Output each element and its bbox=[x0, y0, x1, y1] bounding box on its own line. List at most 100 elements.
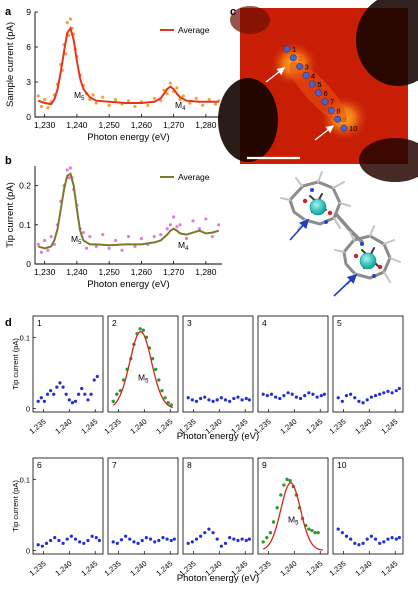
point-d-9-1 bbox=[265, 535, 269, 540]
point-d-8-1 bbox=[190, 540, 194, 544]
subplot-label-7: 7 bbox=[112, 460, 117, 470]
point-a-13 bbox=[68, 17, 73, 21]
point-d-6-12 bbox=[86, 538, 90, 543]
point-b-4 bbox=[49, 234, 53, 239]
point-a-38 bbox=[175, 86, 179, 90]
point-b-9 bbox=[65, 168, 69, 172]
ylabel-a: Sample current (pA) bbox=[5, 22, 16, 107]
subplot-10: 10 1,235 1,240 1,245 bbox=[328, 457, 404, 578]
point-d-9-2 bbox=[268, 530, 273, 535]
xtick-label-d-1-2: 1,245 bbox=[79, 417, 99, 436]
point-d-8-5 bbox=[207, 527, 211, 531]
subplot-label-9: 9 bbox=[262, 460, 267, 470]
point-d-6-7 bbox=[65, 537, 69, 541]
point-d-2-9 bbox=[141, 328, 145, 332]
subplot-3: 31,235 1,240 1,245 bbox=[178, 315, 254, 436]
point-d-8-14 bbox=[244, 538, 248, 543]
point-d-9-4 bbox=[275, 506, 279, 510]
point-d-3-2 bbox=[194, 399, 199, 403]
point-b-16 bbox=[81, 231, 85, 235]
point-d-2-16 bbox=[163, 396, 167, 400]
point-d-1-13 bbox=[77, 392, 81, 396]
point-d-2-18 bbox=[169, 403, 173, 407]
average-line-b bbox=[37, 172, 220, 250]
point-a-32 bbox=[152, 96, 156, 100]
molecule-model bbox=[280, 171, 401, 297]
fit-line-2 bbox=[112, 331, 173, 409]
stm-dot-5 bbox=[308, 80, 316, 88]
point-d-10-11 bbox=[382, 540, 386, 544]
point-d-3-0 bbox=[186, 396, 190, 400]
point-d-3-3 bbox=[199, 396, 203, 401]
xtick-label-a-1: 1,240 bbox=[66, 120, 88, 130]
ytick-label-b-0: 0 bbox=[26, 259, 31, 269]
stm-dot-label-7: 7 bbox=[330, 98, 334, 107]
stm-dot-label-6: 6 bbox=[324, 89, 328, 98]
point-d-6-0 bbox=[36, 543, 40, 547]
point-d-10-9 bbox=[373, 537, 378, 541]
point-d-7-15 bbox=[172, 537, 176, 541]
point-b-17 bbox=[84, 246, 89, 250]
peak-sub-d-9: 5 bbox=[295, 520, 299, 526]
point-d-3-4 bbox=[203, 395, 207, 399]
point-d-7-11 bbox=[157, 538, 161, 543]
point-d-4-3 bbox=[274, 395, 278, 399]
xtick-label-d-1-0: 1,235 bbox=[28, 417, 48, 436]
xtick-label-b-3: 1,260 bbox=[131, 267, 153, 277]
point-a-10 bbox=[64, 52, 68, 56]
point-b-3 bbox=[46, 248, 50, 252]
point-b-10 bbox=[67, 176, 71, 180]
point-d-7-13 bbox=[165, 537, 169, 541]
xtick-label-b-5: 1,280 bbox=[195, 267, 217, 277]
point-d-4-4 bbox=[278, 396, 282, 401]
xtick-label-b-4: 1,270 bbox=[163, 267, 185, 277]
subplot-label-1: 1 bbox=[37, 318, 42, 328]
xtick-label-d-10-2: 1,245 bbox=[379, 559, 399, 578]
point-d-1-6 bbox=[55, 385, 59, 389]
point-a-25 bbox=[107, 103, 111, 107]
point-d-4-1 bbox=[265, 394, 269, 398]
metal-atom-1 bbox=[309, 198, 327, 216]
point-d-5-4 bbox=[353, 396, 357, 400]
point-d-3-5 bbox=[207, 398, 211, 402]
point-d-10-12 bbox=[386, 537, 390, 541]
stm-dot-4 bbox=[302, 71, 310, 79]
point-d-7-5 bbox=[132, 540, 136, 544]
peak-label-d-2: M5 bbox=[138, 372, 149, 384]
point-b-34 bbox=[178, 223, 182, 227]
stm-dot-3 bbox=[296, 63, 304, 71]
point-d-10-10 bbox=[378, 541, 382, 545]
stm-arrow-1 bbox=[265, 67, 286, 83]
xtick-label-a-3: 1,260 bbox=[131, 120, 153, 130]
xtick-label-d-10-0: 1,235 bbox=[328, 559, 348, 578]
subplot-label-5: 5 bbox=[337, 318, 342, 328]
point-d-1-12 bbox=[73, 399, 78, 403]
point-d-3-6 bbox=[211, 399, 215, 403]
point-d-6-15 bbox=[97, 538, 101, 543]
point-a-1 bbox=[39, 104, 44, 109]
point-d-6-3 bbox=[49, 538, 53, 543]
point-d-5-6 bbox=[361, 401, 365, 405]
point-b-28 bbox=[152, 234, 156, 239]
point-d-7-6 bbox=[136, 541, 140, 545]
point-d-1-7 bbox=[58, 381, 62, 385]
stm-dark-top-right bbox=[356, 0, 418, 86]
stm-arrow-2 bbox=[314, 125, 335, 141]
point-b-39 bbox=[210, 234, 214, 239]
point-b-33 bbox=[175, 225, 179, 229]
ytick-label-b-2: 0.2 bbox=[19, 181, 31, 191]
average-line-a bbox=[37, 25, 219, 106]
xtick-label-d-4-2: 1,245 bbox=[304, 417, 324, 436]
subplot-frame-10 bbox=[332, 457, 404, 555]
stm-dot-6 bbox=[315, 89, 323, 97]
point-d-7-3 bbox=[124, 534, 128, 538]
point-d-5-1 bbox=[340, 399, 344, 403]
point-b-18 bbox=[88, 234, 92, 239]
point-d-1-17 bbox=[89, 392, 93, 396]
point-d-4-14 bbox=[319, 394, 323, 398]
point-b-32 bbox=[172, 215, 176, 219]
ytick-label-d-6-0: 0 bbox=[26, 546, 30, 555]
stm-dark-bottom-right bbox=[359, 138, 418, 182]
